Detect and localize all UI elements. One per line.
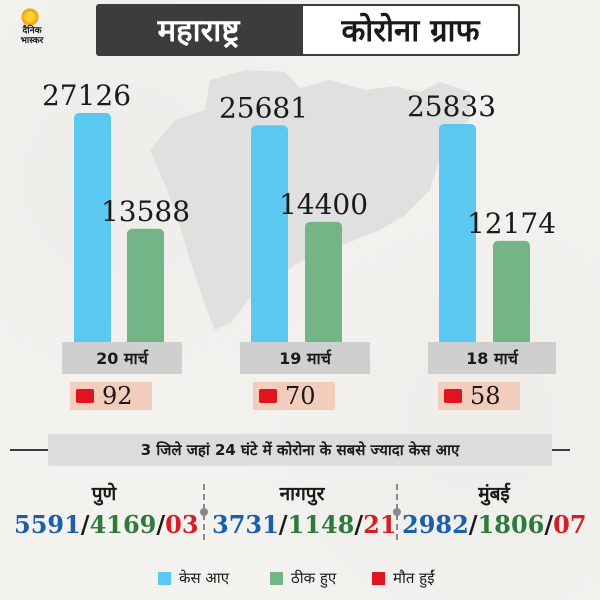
- dainik-bhaskar-logo: दैनिक भास्कर: [8, 6, 54, 52]
- bar-label-cases-1: 27126: [42, 79, 131, 112]
- district-recovered: 1806: [477, 510, 545, 539]
- district-pune: पुणे 5591/4169/03: [14, 480, 199, 539]
- legend-swatch-cases: [158, 571, 171, 585]
- bar-label-recovered-2: 14400: [279, 188, 368, 221]
- date-label-3: 18 मार्च: [428, 342, 556, 374]
- legend-label: केस आए: [179, 569, 230, 587]
- separator: /: [544, 510, 554, 539]
- deaths-box-3: 58: [438, 382, 520, 410]
- death-marker-icon: [76, 389, 94, 403]
- separator: /: [80, 510, 90, 539]
- district-mumbai: मुंबई 2982/1806/07: [402, 480, 587, 539]
- bar-label-recovered-3: 12174: [467, 207, 556, 240]
- bar-recovered-1: [127, 228, 164, 355]
- bar-cases-2: [251, 125, 288, 356]
- district-stats: 3731/1148/21: [212, 510, 397, 539]
- district-cases: 5591: [14, 510, 81, 539]
- deaths-value: 70: [285, 382, 316, 410]
- title-state: महाराष्ट्र: [96, 4, 301, 56]
- bar-chart: 27126 25681 25833 13588 14400 12174: [42, 70, 556, 356]
- title-graph: कोरोना ग्राफ: [301, 4, 520, 56]
- district-deaths: 21: [363, 510, 397, 539]
- districts-heading: 3 जिले जहां 24 घंटे में कोरोना के सबसे ज…: [48, 434, 552, 466]
- date-label-2: 19 मार्च: [240, 342, 370, 374]
- separator: /: [278, 510, 288, 539]
- district-cases: 2982: [402, 510, 469, 539]
- bar-recovered-3: [493, 240, 530, 355]
- district-name: नागपुर: [279, 483, 325, 505]
- death-marker-icon: [444, 389, 462, 403]
- logo-line-2: भास्कर: [20, 36, 44, 46]
- bar-cases-3: [439, 124, 476, 355]
- death-marker-icon: [259, 389, 277, 403]
- district-stats: 5591/4169/03: [14, 510, 199, 539]
- column-separator: [200, 484, 208, 540]
- bar-recovered-2: [305, 221, 342, 355]
- district-nagpur: नागपुर 3731/1148/21: [212, 480, 397, 539]
- district-stats: 2982/1806/07: [402, 510, 587, 539]
- deaths-value: 92: [102, 382, 133, 410]
- separator: /: [354, 510, 364, 539]
- legend-recovered: ठीक हुए: [270, 568, 336, 588]
- column-separator: [393, 484, 401, 540]
- legend-label: मौत हुईं: [393, 569, 435, 587]
- date-label-1: 20 मार्च: [62, 342, 182, 374]
- bar-cases-1: [74, 113, 111, 355]
- legend-swatch-deaths: [372, 571, 385, 585]
- bar-label-recovered-1: 13588: [101, 195, 190, 228]
- district-deaths: 07: [553, 510, 587, 539]
- district-recovered: 1148: [287, 510, 355, 539]
- legend-cases: केस आए: [158, 568, 229, 588]
- district-name: मुंबई: [478, 483, 510, 505]
- deaths-box-2: 70: [253, 382, 335, 410]
- district-cases: 3731: [212, 510, 279, 539]
- logo-line-1: दैनिक: [22, 26, 42, 36]
- deaths-box-1: 92: [70, 382, 152, 410]
- separator: /: [156, 510, 166, 539]
- bar-label-cases-2: 25681: [219, 91, 308, 124]
- separator: /: [468, 510, 478, 539]
- separator-dot: [393, 508, 401, 516]
- legend-label: ठीक हुए: [291, 569, 337, 587]
- legend-swatch-recovered: [270, 571, 283, 585]
- district-deaths: 03: [165, 510, 199, 539]
- separator-dot: [200, 508, 208, 516]
- bar-label-cases-3: 25833: [407, 90, 496, 123]
- maharashtra-map-silhouette: [150, 70, 470, 330]
- district-name: पुणे: [91, 483, 117, 505]
- legend-deaths: मौत हुईं: [372, 568, 435, 588]
- district-recovered: 4169: [89, 510, 157, 539]
- deaths-value: 58: [470, 382, 501, 410]
- sun-icon: [19, 6, 41, 28]
